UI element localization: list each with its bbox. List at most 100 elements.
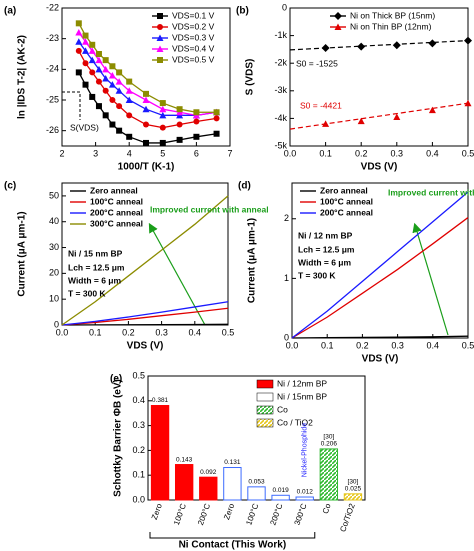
marker: [89, 69, 96, 76]
x-tick-label: 0.3: [391, 340, 404, 350]
marker: [102, 75, 110, 82]
x-tick-label: 0.0: [56, 327, 69, 337]
x-tick-label: 3: [93, 148, 98, 158]
x-tick-label: 0.3: [155, 327, 168, 337]
y-tick-label: 0.4: [132, 395, 145, 405]
x-axis-label: 1000/T (K-1): [118, 162, 175, 173]
y-tick-label: 0: [282, 2, 287, 12]
series-line: [61, 323, 229, 326]
reference: [30]: [323, 434, 334, 441]
marker: [75, 69, 82, 76]
marker: [95, 78, 102, 85]
arrow: [412, 222, 449, 336]
x-tick-label: 0.5: [222, 327, 235, 337]
legend-label: VDS=0.4 V: [172, 43, 215, 53]
x-tick-label: 0.4: [189, 327, 202, 337]
panel-label: (e): [110, 374, 122, 385]
x-tick-label: 4: [127, 148, 132, 158]
annotation: S(VDS): [70, 122, 99, 132]
marker: [464, 36, 472, 45]
value-label: 0.131: [224, 459, 241, 466]
annotation: Improved current with anneal: [150, 204, 269, 214]
legend-label: Ni on Thin BP (12nm): [350, 21, 432, 31]
marker: [143, 139, 149, 146]
legend-marker: [157, 13, 163, 19]
marker: [95, 56, 103, 64]
x-tick-label: 0.1: [319, 148, 332, 158]
group-label: Ni Contact (This Work): [179, 540, 287, 551]
marker: [392, 41, 401, 50]
marker: [89, 41, 96, 48]
y-tick-label: 0.5: [132, 370, 145, 380]
x-axis-label: VDS (V): [361, 162, 398, 173]
y-tick-label: -25: [46, 94, 59, 104]
y-tick-label: 0.1: [132, 470, 145, 480]
reference: [30]: [348, 479, 359, 486]
marker: [428, 39, 437, 48]
legend-marker: [157, 24, 163, 30]
marker: [357, 42, 366, 51]
marker: [88, 56, 96, 64]
y-tick-label: -26: [46, 125, 59, 135]
annotation: Lch = 12.5 μm: [68, 262, 125, 272]
marker: [176, 136, 183, 143]
fit-line: [289, 102, 469, 130]
marker: [82, 60, 89, 67]
marker: [102, 65, 110, 73]
legend-label: 300°C anneal: [90, 218, 143, 228]
annotation: T = 300 K: [68, 288, 106, 298]
legend-swatch: [256, 418, 274, 428]
legend-label: Ni / 12nm BP: [277, 378, 327, 388]
annotation: S0 = -4421: [300, 100, 342, 110]
bar: [343, 493, 363, 501]
annotation: Width = 6 μm: [68, 275, 122, 285]
marker: [102, 57, 109, 64]
marker: [82, 38, 90, 45]
value-label: 0.019: [272, 487, 289, 494]
legend-label: Co / TiO2: [277, 417, 313, 427]
marker: [464, 99, 472, 107]
panel-label: (b): [236, 6, 249, 17]
legend-label: Ni / 15nm BP: [277, 391, 327, 401]
value-label: 0.053: [248, 479, 265, 486]
marker: [95, 51, 102, 57]
y-tick-label: -3k: [274, 85, 287, 95]
legend-marker: [334, 23, 342, 30]
marker: [126, 133, 133, 140]
value-label: 0.143: [176, 456, 193, 463]
legend-label: VDS=0.3 V: [172, 32, 215, 42]
y-axis-label: ln |IDS T-2| (AK-2): [17, 35, 28, 119]
guide-line: [62, 91, 81, 120]
series-line: [291, 335, 469, 339]
x-tick-label: 7: [227, 148, 232, 158]
series-line: [61, 195, 229, 326]
y-tick-label: 50: [49, 190, 59, 200]
annotation: Nickel-Phosphide: [302, 423, 309, 478]
marker: [75, 38, 83, 45]
plot-frame: [61, 7, 231, 147]
y-axis-label: Current (μA μm-1): [17, 211, 28, 296]
value-label: 0.025: [345, 486, 362, 493]
marker: [82, 32, 89, 39]
series-line: [61, 301, 229, 326]
y-tick-label: 0.3: [132, 420, 145, 430]
legend-label: VDS=0.5 V: [172, 54, 215, 64]
x-tick-label: 200°C: [196, 502, 212, 526]
y-tick-label: -24: [46, 64, 59, 74]
series-line: [291, 217, 469, 339]
fit-line: [289, 39, 469, 51]
x-tick-label: 100°C: [172, 502, 188, 526]
marker: [88, 47, 96, 54]
y-axis-label: S (VDS): [245, 59, 256, 96]
x-tick-label: 0.0: [284, 148, 297, 158]
annotation: S0 = -1525: [296, 58, 338, 68]
x-axis-label: VDS (V): [362, 354, 399, 365]
marker: [108, 71, 116, 79]
marker: [143, 90, 149, 97]
bar: [295, 496, 314, 501]
x-tick-label: 2: [59, 148, 64, 158]
x-tick-label: Co/TiO2: [338, 502, 357, 533]
legend-label: 200°C anneal: [320, 207, 373, 217]
marker: [102, 87, 109, 94]
